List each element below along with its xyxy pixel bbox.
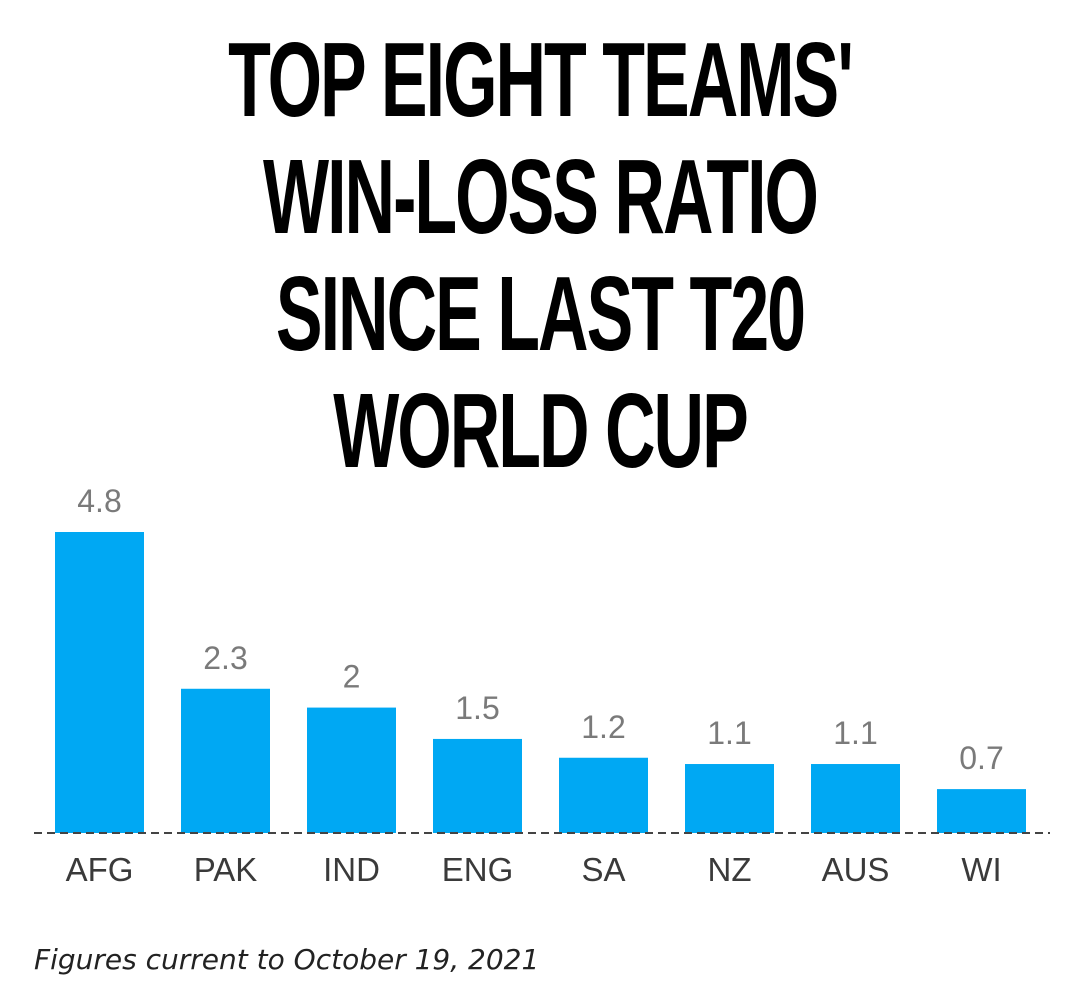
category-labels-layer: AFG PAK IND ENG SA NZ AUS WI <box>66 851 1002 888</box>
value-label-nz: 1.1 <box>707 715 751 751</box>
bar-pak <box>181 688 270 833</box>
category-label-nz: NZ <box>708 851 752 888</box>
value-label-afg: 4.8 <box>77 483 121 519</box>
bar-nz <box>685 764 774 833</box>
category-label-eng: ENG <box>442 851 514 888</box>
category-label-pak: PAK <box>194 851 258 888</box>
category-label-sa: SA <box>581 851 625 888</box>
value-label-wi: 0.7 <box>959 740 1003 776</box>
category-label-afg: AFG <box>66 851 134 888</box>
chart-title: TOP EIGHT TEAMS' WIN-LOSS RATIO SINCE LA… <box>228 21 854 490</box>
bars-layer <box>55 532 1026 833</box>
value-label-sa: 1.2 <box>581 709 625 745</box>
category-label-ind: IND <box>323 851 380 888</box>
bar-ind <box>307 707 396 833</box>
bar-wi <box>937 789 1026 833</box>
bar-sa <box>559 757 648 833</box>
bar-chart: 4.82.321.51.2 1.1 1.10.7 AFG PAK IND ENG SA NZ A… <box>34 483 1050 888</box>
value-labels-layer: 4.8 2.3 2 1.5 1.2 1.1 1.1 0.7 <box>77 483 1003 776</box>
category-label-aus: AUS <box>822 851 890 888</box>
value-label-aus: 1.1 <box>833 715 877 751</box>
value-label-ind: 2 <box>343 659 361 695</box>
chart-footnote: Figures current to October 19, 2021 <box>34 943 540 976</box>
bar-aus <box>811 764 900 833</box>
value-label-pak: 2.3 <box>203 640 247 676</box>
value-label-eng: 1.5 <box>455 690 499 726</box>
bar-afg <box>55 532 144 833</box>
category-label-wi: WI <box>961 851 1001 888</box>
bar-eng <box>433 738 522 833</box>
